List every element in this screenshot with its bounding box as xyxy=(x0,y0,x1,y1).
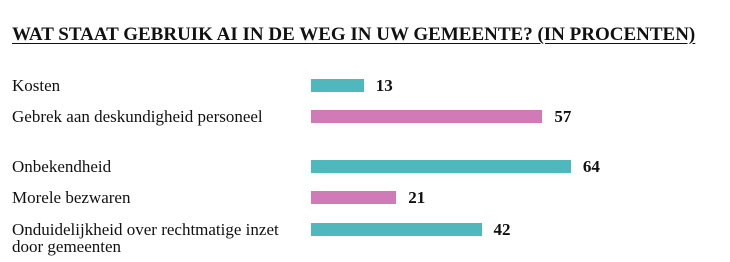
value-label: 42 xyxy=(493,219,511,239)
value-label: 21 xyxy=(408,187,426,207)
bar xyxy=(311,190,397,204)
bar xyxy=(311,109,543,123)
bar xyxy=(311,159,571,173)
bar xyxy=(311,78,364,92)
category-label: Kosten xyxy=(12,75,61,95)
category-label: Gebrek aan deskundigheid personeel xyxy=(12,106,263,126)
category-label: Onbekendheid xyxy=(12,156,112,176)
value-label: 13 xyxy=(375,75,393,95)
value-label: 57 xyxy=(554,106,572,126)
category-label: Onduidelijkheid over rechtmatige inzet d… xyxy=(12,219,279,256)
value-label: 64 xyxy=(582,156,600,176)
bar xyxy=(311,222,482,236)
chart-title: WAT STAAT GEBRUIK AI IN DE WEG IN UW GEM… xyxy=(12,24,696,45)
category-label: Morele bezwaren xyxy=(12,187,131,207)
